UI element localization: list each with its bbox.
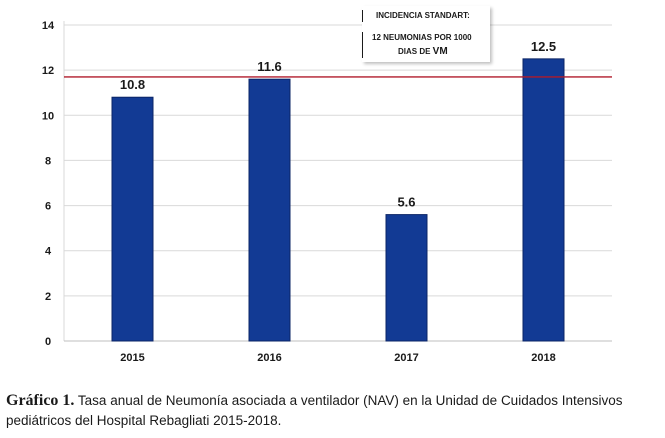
callout-line-2-suffix: VM	[432, 46, 448, 57]
y-tick-label: 4	[45, 246, 52, 258]
data-label-2017: 5.6	[397, 195, 415, 210]
x-tick-label: 2017	[394, 352, 418, 364]
bar-2018	[522, 58, 565, 342]
data-labels: 10.8 11.6 5.6 12.5	[120, 39, 556, 210]
x-tick-label: 2018	[531, 352, 555, 364]
caption-text: Tasa anual de Neumonía asociada a ventil…	[6, 393, 623, 428]
axes	[63, 21, 612, 342]
gridlines	[64, 24, 612, 297]
y-tick-label: 12	[42, 65, 54, 77]
caption-label: Gráfico 1.	[6, 392, 75, 409]
tick-labels: 0 2 4 6 8 10 12 14 2015 2016 2017 2018	[42, 20, 556, 364]
data-label-2015: 10.8	[120, 77, 145, 92]
incidence-standard-callout: INCIDENCIA STANDART: 12 NEUMONIAS POR 10…	[362, 6, 490, 62]
y-tick-label: 10	[42, 110, 54, 122]
callout-divider	[362, 10, 363, 22]
figure-caption: Gráfico 1. Tasa anual de Neumonía asocia…	[6, 391, 661, 431]
callout-divider	[362, 32, 363, 58]
y-tick-label: 0	[45, 336, 51, 348]
y-tick-label: 14	[42, 20, 55, 32]
bar-2016	[248, 78, 291, 342]
data-label-2016: 11.6	[257, 59, 282, 74]
bar-chart: 10.8 11.6 5.6 12.5 0 2 4 6 8 10 12 14 2015 2016 2017 2…	[42, 20, 612, 364]
x-tick-label: 2016	[257, 352, 281, 364]
callout-line-1: 12 NEUMONIAS POR 1000	[372, 33, 472, 42]
x-tick-label: 2015	[120, 352, 144, 364]
callout-line-2-prefix: DIAS DE	[398, 47, 433, 56]
bar-2015	[111, 96, 154, 342]
bars	[111, 58, 565, 342]
data-label-2018: 12.5	[531, 39, 556, 54]
y-tick-label: 2	[45, 291, 51, 303]
callout-line-2: DIAS DE VM	[398, 46, 448, 57]
callout-title: INCIDENCIA STANDART:	[376, 11, 470, 20]
y-tick-label: 6	[45, 201, 51, 213]
bar-2017	[385, 214, 428, 342]
y-tick-label: 8	[45, 155, 51, 167]
